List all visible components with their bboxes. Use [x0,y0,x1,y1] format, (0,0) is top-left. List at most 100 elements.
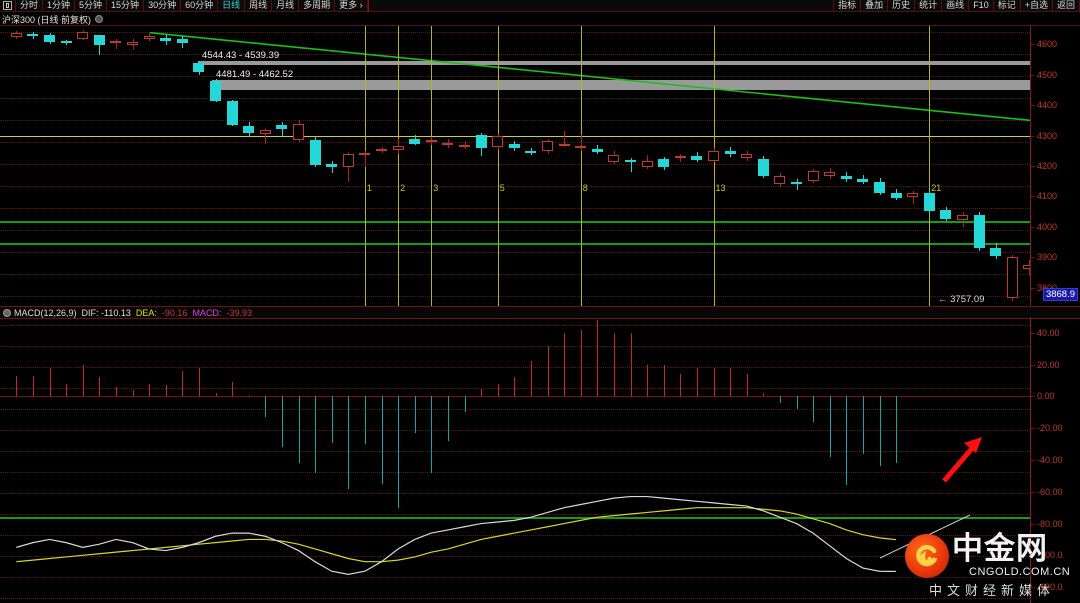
toolbar-item-mark[interactable]: 标记 [992,0,1021,11]
toolbar-item-30min[interactable]: 30分钟 [144,0,182,11]
gap-label-upper: 4544.43 - 4539.39 [202,50,280,62]
candle [176,35,188,48]
macd-histogram-bar [530,361,532,397]
macd-histogram-bar [846,396,848,486]
macd-histogram-bar [829,396,831,457]
candle [525,148,537,156]
candle [492,133,504,151]
candle [757,156,769,178]
cngold-logo-icon [905,534,949,578]
price-gridline [0,274,1030,275]
candle-body [625,159,636,163]
macd-gridline [0,514,1030,515]
candle [874,178,885,196]
toolbar-item-f10[interactable]: F10 [968,0,994,11]
candle-body [143,36,155,39]
toolbar-item-fenshi[interactable]: 分时 [15,0,44,11]
toolbar-item-indicator[interactable]: 指标 [833,0,862,11]
macd-axis-label: -60.00 [1037,486,1063,497]
candle [1006,254,1018,301]
macd-plot-area[interactable] [0,317,1030,603]
macd-histogram-bar [597,320,599,397]
candle-body [160,38,172,42]
fib-vline-13 [713,26,715,306]
macd-axis-tick [1031,332,1035,334]
candle-body [708,150,719,162]
low-price-annotation: ← 3757.09 [938,293,985,305]
macd-histogram-bar [464,396,466,413]
candle [674,153,686,163]
price-gridline [0,186,1030,187]
toolbar-item-1min[interactable]: 1分钟 [43,0,76,11]
candle [658,156,670,171]
candle-body [542,141,553,151]
macd-axis-label: -100.0 [1037,550,1063,561]
candle [226,99,238,127]
candle-body [774,175,786,185]
macd-histogram-bar [381,396,383,484]
candle [127,39,138,50]
toolbar-item-weekly[interactable]: 周线 [245,0,273,11]
toolbar-item-addwatch[interactable]: +自选 [1019,0,1053,11]
macd-histogram-bar [132,390,134,397]
toolbar-item-15min[interactable]: 15分钟 [107,0,145,11]
macd-histogram-bar [896,396,898,464]
toolbar-item-history[interactable]: 历史 [887,0,916,11]
watermark-url: CNGOLD.COM.CN [969,566,1071,578]
candle-body [658,159,670,168]
candle [309,135,321,167]
toolbar-item-overlay[interactable]: 叠加 [860,0,889,11]
macd-histogram-bar [481,388,483,397]
toolbar-item-monthly[interactable]: 月线 [272,0,300,11]
macd-histogram-bar [364,396,366,445]
macd-histogram-bar [696,367,698,397]
candle [973,211,985,251]
price-gridline [0,164,1030,165]
candle [1023,259,1030,276]
candle-wick [580,134,582,151]
toolbar-item-stats[interactable]: 统计 [914,0,943,11]
price-axis-tick [1031,74,1035,76]
macd-axis-tick [1031,491,1035,493]
candle [940,206,952,222]
candle [27,32,39,40]
candle-body [127,41,138,46]
fib-label-8: 8 [582,183,588,193]
settings-dot-icon[interactable] [95,15,104,23]
toolbar-item-daily[interactable]: 日线 [218,0,246,11]
fib-label-3: 3 [433,183,439,193]
macd-histogram-bar [613,332,615,397]
candle [957,212,968,228]
candle-body [957,214,968,221]
candle-body [409,139,421,145]
macd-gridline [0,451,1030,452]
candle [44,33,55,45]
macd-axis: 40.00 20.00 0.00 -20.00 -40.00 -60.00 -80.00 -1… [1030,317,1080,603]
toolbar-item-multi[interactable]: 多周期 [299,0,336,11]
candle-body [60,40,72,44]
candle [326,161,338,174]
macd-histogram-bar [647,364,649,397]
layout-grid-icon[interactable] [3,1,12,10]
macd-gridline [0,493,1030,494]
toolbar-item-60min[interactable]: 60分钟 [181,0,219,11]
toolbar-item-5min[interactable]: 5分钟 [75,0,108,11]
toolbar-item-back[interactable]: 返回 [1051,0,1080,11]
candle [890,188,902,201]
candle-body [508,144,520,149]
macd-settings-icon[interactable] [3,308,11,317]
macd-histogram-bar [66,383,68,397]
candle [641,155,653,170]
macd-histogram-bar [149,383,151,397]
candle-wick [680,153,682,163]
candle-body [608,155,620,162]
swirl-glyph [916,544,938,567]
macd-green-line [0,517,1030,520]
symbol-name: 沪深300 (日线 前复权) [2,14,92,25]
macd-zero-line [0,396,1030,398]
toolbar-item-drawline[interactable]: 画线 [941,0,970,11]
candle [160,35,172,46]
toolbar-item-more[interactable]: 更多 › [335,0,368,11]
price-plot-area[interactable]: 4544.43 - 4539.39 4481.49 - 4462.52 1 2 3 5 8 1… [0,26,1030,306]
candle-body [93,35,105,45]
